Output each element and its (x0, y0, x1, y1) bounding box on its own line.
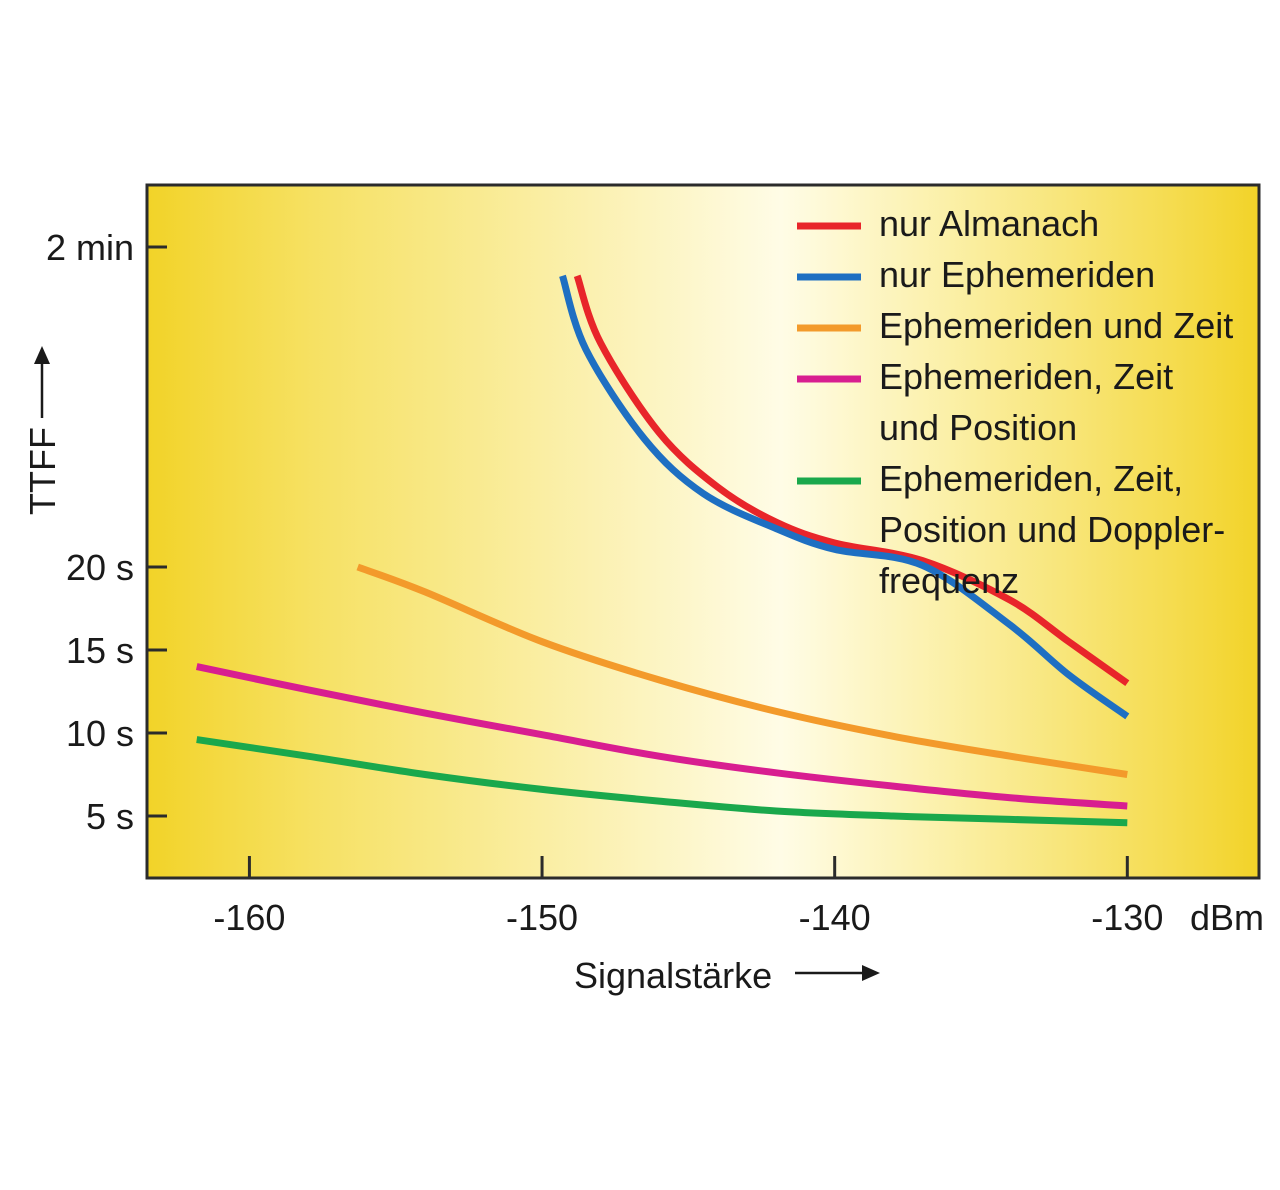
y-tick-label: 15 s (66, 630, 134, 671)
series-line-1 (573, 274, 1130, 687)
legend-label: Ephemeriden, Zeit, (879, 458, 1183, 499)
x-tick-label: -130 (1091, 897, 1163, 938)
legend-label: nur Ephemeriden (879, 254, 1155, 295)
legend-label: nur Almanach (879, 203, 1099, 244)
legend-label: Ephemeriden und Zeit (879, 305, 1233, 346)
x-axis-arrow (795, 965, 880, 981)
legend-label: Position und Doppler- (879, 509, 1225, 550)
y-tick-label: 2 min (46, 227, 134, 268)
y-axis-title: TTFF (22, 427, 63, 515)
y-axis: 2 min 20 s 15 s 10 s 5 s (46, 227, 167, 837)
legend-label: Ephemeriden, Zeit (879, 356, 1173, 397)
legend-label: und Position (879, 407, 1077, 448)
series-line-2 (559, 274, 1130, 720)
x-tick-label: -150 (506, 897, 578, 938)
x-tick-label: -160 (213, 897, 285, 938)
legend-label: frequenz (879, 560, 1019, 601)
y-tick-label: 10 s (66, 713, 134, 754)
x-axis-title: Signalstärke (574, 955, 772, 996)
y-tick-label: 5 s (86, 796, 134, 837)
series-line-5 (196, 736, 1128, 827)
series-line-3 (356, 563, 1128, 778)
y-axis-arrow (34, 346, 50, 418)
legend: nur Almanach nur Ephemeriden Ephemeriden u… (797, 203, 1233, 601)
series-line-4 (195, 663, 1128, 810)
x-axis: -160 -150 -140 -130 (213, 856, 1163, 938)
x-unit-label: dBm (1190, 897, 1264, 938)
series-layer (195, 274, 1130, 827)
x-tick-label: -140 (799, 897, 871, 938)
y-tick-label: 20 s (66, 547, 134, 588)
